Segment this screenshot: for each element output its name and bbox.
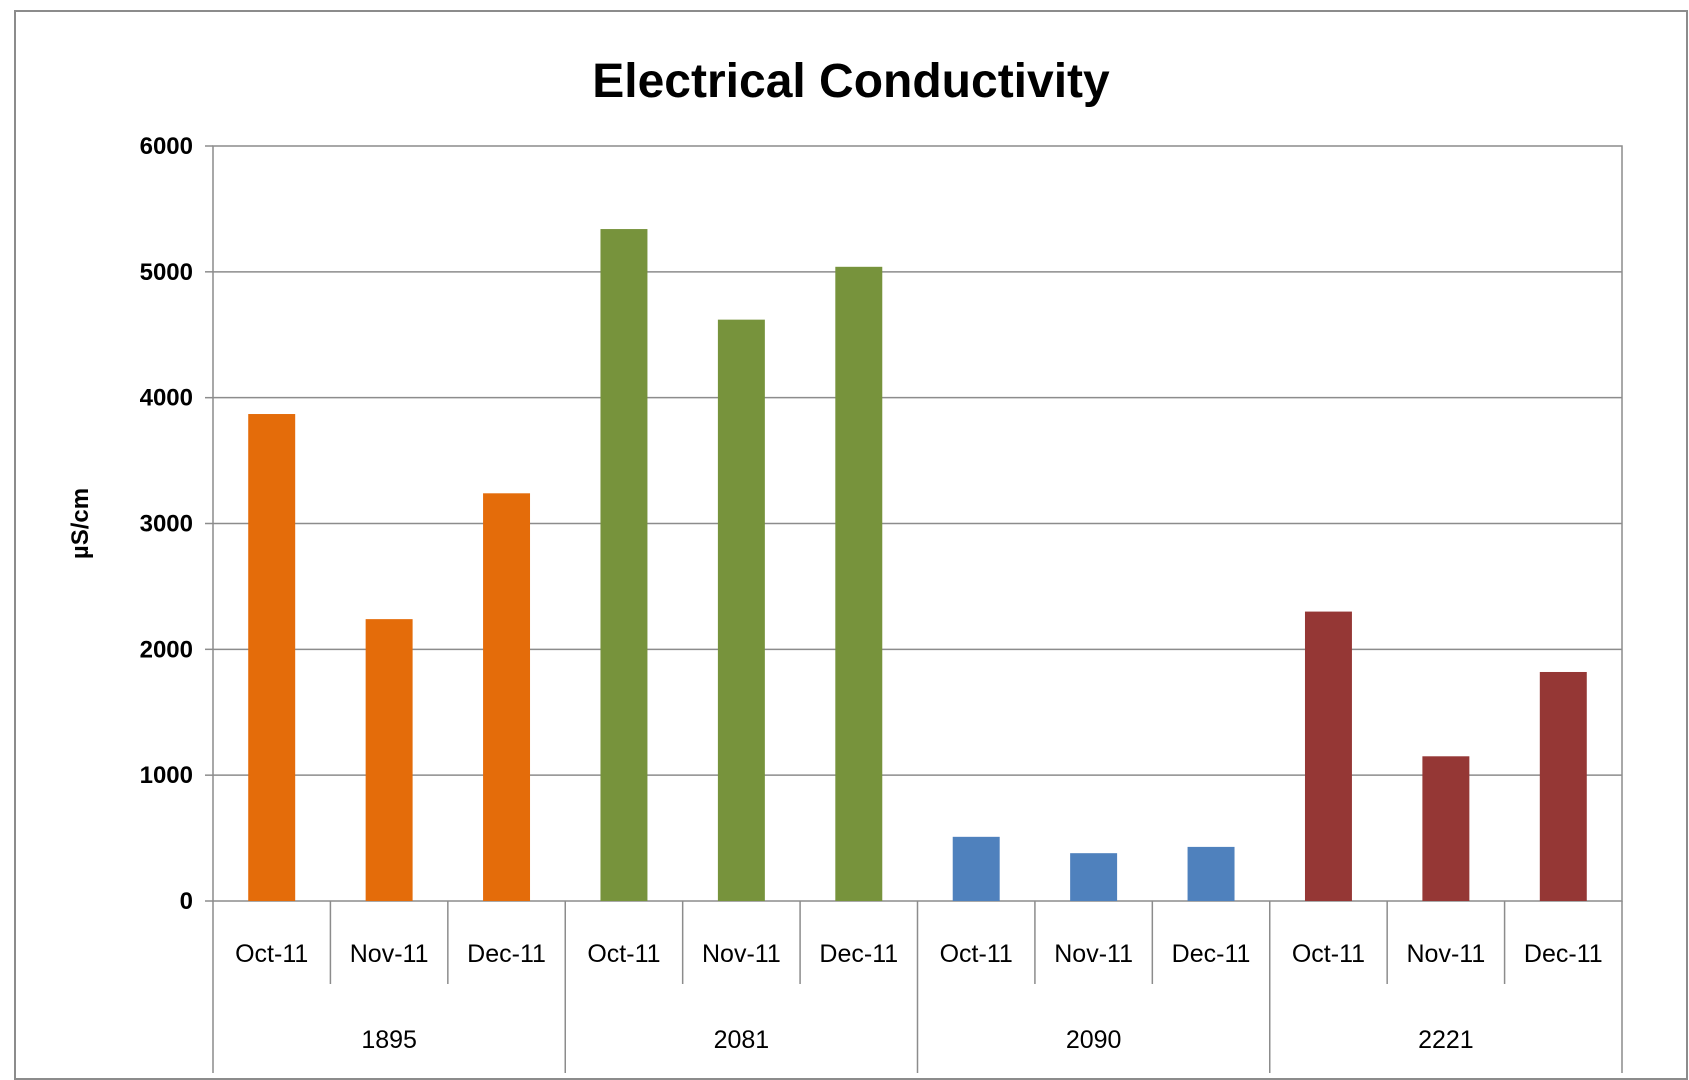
bar-2090-Oct-11 bbox=[952, 836, 1000, 901]
x-category-label: Oct-11 bbox=[940, 940, 1013, 968]
x-category-label: Oct-11 bbox=[1292, 940, 1365, 968]
y-tick-label: 6000 bbox=[140, 133, 193, 160]
x-category-label: Dec-11 bbox=[819, 940, 898, 968]
x-category-label: Dec-11 bbox=[467, 940, 546, 968]
bar-2090-Dec-11 bbox=[1187, 846, 1235, 901]
bar-1895-Oct-11 bbox=[248, 414, 296, 901]
bar-1895-Dec-11 bbox=[483, 493, 531, 901]
x-category-label: Dec-11 bbox=[1524, 940, 1603, 968]
bar-2221-Nov-11 bbox=[1422, 756, 1470, 901]
y-tick-label: 1000 bbox=[140, 762, 193, 789]
y-tick-label: 4000 bbox=[140, 385, 193, 412]
bar-2221-Oct-11 bbox=[1304, 611, 1352, 901]
y-tick-label: 0 bbox=[180, 888, 193, 915]
x-category-label: Nov-11 bbox=[702, 940, 781, 968]
x-group-label: 2090 bbox=[1066, 1026, 1122, 1054]
bar-2081-Nov-11 bbox=[717, 319, 765, 901]
x-group-label: 2221 bbox=[1418, 1026, 1474, 1054]
bar-2081-Oct-11 bbox=[600, 229, 648, 902]
x-category-label: Nov-11 bbox=[350, 940, 429, 968]
x-category-label: Nov-11 bbox=[1054, 940, 1133, 968]
x-group-label: 2081 bbox=[714, 1026, 770, 1054]
bar-2081-Dec-11 bbox=[835, 266, 883, 901]
y-axis-title: µS/cm bbox=[67, 488, 94, 559]
y-tick-label: 3000 bbox=[140, 511, 193, 538]
y-tick-label: 2000 bbox=[140, 636, 193, 663]
y-tick-label: 5000 bbox=[140, 259, 193, 286]
x-category-label: Oct-11 bbox=[587, 940, 660, 968]
x-category-label: Oct-11 bbox=[235, 940, 308, 968]
x-group-label: 1895 bbox=[361, 1026, 417, 1054]
x-category-label: Nov-11 bbox=[1407, 940, 1486, 968]
bar-2090-Nov-11 bbox=[1070, 853, 1118, 901]
x-category-label: Dec-11 bbox=[1172, 940, 1251, 968]
bar-1895-Nov-11 bbox=[365, 619, 413, 901]
chart-title: Electrical Conductivity bbox=[592, 55, 1110, 108]
bar-2221-Dec-11 bbox=[1539, 671, 1587, 901]
